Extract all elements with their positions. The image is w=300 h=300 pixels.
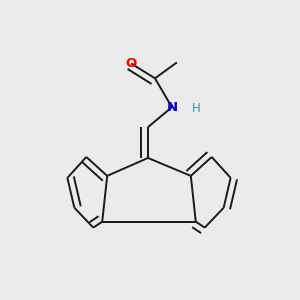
Text: N: N: [166, 101, 178, 114]
Text: O: O: [125, 57, 137, 70]
Text: H: H: [191, 102, 200, 115]
